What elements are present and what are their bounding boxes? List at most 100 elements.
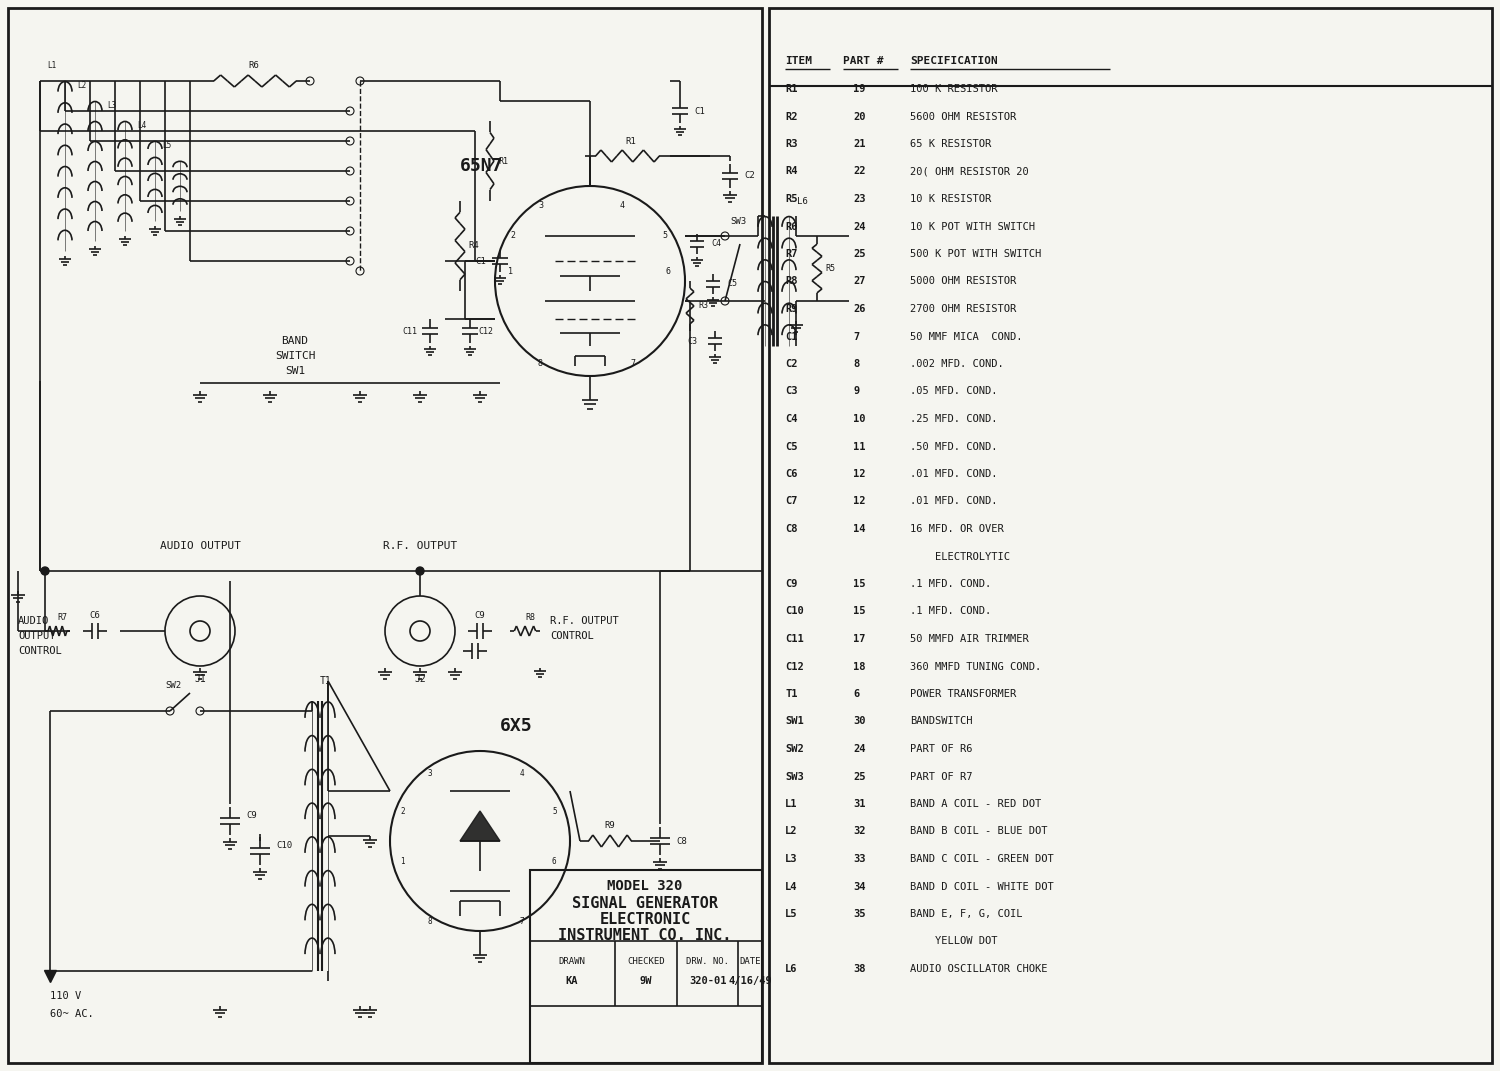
Text: 10 K POT WITH SWITCH: 10 K POT WITH SWITCH [910, 222, 1035, 231]
Circle shape [722, 232, 729, 240]
Text: ELECTROLYTIC: ELECTROLYTIC [910, 552, 1010, 561]
Text: 24: 24 [853, 222, 865, 231]
Circle shape [346, 167, 354, 175]
Circle shape [346, 137, 354, 145]
Text: R1: R1 [498, 156, 508, 166]
Text: 7: 7 [853, 332, 859, 342]
Text: J2: J2 [414, 674, 426, 684]
Text: R3: R3 [698, 302, 708, 311]
Text: SPECIFICATION: SPECIFICATION [910, 56, 998, 66]
Text: PART OF R6: PART OF R6 [910, 744, 972, 754]
Text: 35: 35 [853, 909, 865, 919]
Text: .01 MFD. COND.: .01 MFD. COND. [910, 469, 998, 479]
Text: 6: 6 [664, 267, 670, 275]
Text: 2700 OHM RESISTOR: 2700 OHM RESISTOR [910, 304, 1017, 314]
Text: SW2: SW2 [165, 681, 182, 691]
Text: L5: L5 [162, 141, 171, 151]
Text: L3: L3 [106, 102, 117, 110]
Text: 26: 26 [853, 304, 865, 314]
Text: C3: C3 [784, 387, 798, 396]
Text: SW2: SW2 [784, 744, 804, 754]
Text: R3: R3 [784, 139, 798, 149]
Text: 25: 25 [853, 771, 865, 782]
Text: C9: C9 [246, 812, 256, 820]
Text: C11: C11 [784, 634, 804, 644]
Text: AUDIO OUTPUT: AUDIO OUTPUT [159, 541, 240, 550]
Text: PART #: PART # [843, 56, 884, 66]
Text: L6: L6 [784, 964, 798, 974]
Text: L2: L2 [76, 81, 86, 91]
Text: C1: C1 [476, 256, 486, 266]
Text: C10: C10 [276, 842, 292, 850]
Text: R6: R6 [248, 61, 258, 71]
Text: 20: 20 [853, 111, 865, 121]
Circle shape [722, 297, 729, 305]
Text: R5: R5 [784, 194, 798, 203]
Text: 6: 6 [853, 689, 859, 699]
Text: R2: R2 [784, 111, 798, 121]
Text: C5: C5 [728, 280, 736, 288]
Text: 2: 2 [400, 806, 405, 815]
Text: DRW. NO.: DRW. NO. [687, 956, 729, 965]
Circle shape [416, 567, 424, 575]
Bar [530, 870, 762, 1064]
Text: L1: L1 [46, 61, 57, 71]
Text: L2: L2 [784, 827, 798, 836]
Text: 60~ AC.: 60~ AC. [50, 1009, 93, 1019]
Text: 30: 30 [853, 716, 865, 726]
Text: L1: L1 [784, 799, 798, 809]
Text: 23: 23 [853, 194, 865, 203]
Text: 8: 8 [427, 917, 432, 925]
Text: DRAWN: DRAWN [558, 956, 585, 965]
Text: 15: 15 [853, 606, 865, 617]
Text: 50 MMFD AIR TRIMMER: 50 MMFD AIR TRIMMER [910, 634, 1029, 644]
Circle shape [356, 77, 364, 85]
Text: C7: C7 [784, 497, 798, 507]
Text: T1: T1 [320, 676, 332, 687]
Text: 50 MMF MICA  COND.: 50 MMF MICA COND. [910, 332, 1023, 342]
Text: 1: 1 [400, 857, 405, 865]
Text: 31: 31 [853, 799, 865, 809]
Text: L4: L4 [136, 121, 147, 131]
Text: C4: C4 [784, 414, 798, 424]
Text: 18: 18 [853, 662, 865, 672]
Text: R9: R9 [784, 304, 798, 314]
Text: .1 MFD. COND.: .1 MFD. COND. [910, 606, 992, 617]
Text: J1: J1 [194, 674, 206, 684]
Text: 16 MFD. OR OVER: 16 MFD. OR OVER [910, 524, 1004, 534]
Text: 7: 7 [520, 917, 525, 925]
Text: BAND C COIL - GREEN DOT: BAND C COIL - GREEN DOT [910, 854, 1053, 864]
Text: 20( OHM RESISTOR 20: 20( OHM RESISTOR 20 [910, 166, 1029, 177]
Text: C12: C12 [784, 662, 804, 672]
Text: R7: R7 [57, 613, 68, 621]
Text: 10: 10 [853, 414, 865, 424]
Text: 5600 OHM RESISTOR: 5600 OHM RESISTOR [910, 111, 1017, 121]
Text: .05 MFD. COND.: .05 MFD. COND. [910, 387, 998, 396]
Bar [770, 7, 1492, 1064]
Text: C8: C8 [784, 524, 798, 534]
Text: 5: 5 [662, 231, 668, 241]
Text: 14: 14 [853, 524, 865, 534]
Text: 6X5: 6X5 [500, 716, 532, 735]
Text: DATE: DATE [740, 956, 760, 965]
Text: T1: T1 [784, 689, 798, 699]
Text: C8: C8 [676, 836, 687, 845]
Text: R5: R5 [825, 263, 836, 273]
Text: C9: C9 [784, 579, 798, 589]
Circle shape [346, 197, 354, 205]
Text: 3: 3 [427, 769, 432, 778]
Text: 11: 11 [853, 441, 865, 452]
Text: 33: 33 [853, 854, 865, 864]
Text: C3: C3 [687, 336, 698, 346]
Text: L3: L3 [784, 854, 798, 864]
Text: 19: 19 [853, 84, 865, 94]
Text: SW3: SW3 [784, 771, 804, 782]
Text: BAND E, F, G, COIL: BAND E, F, G, COIL [910, 909, 1023, 919]
Text: C2: C2 [784, 359, 798, 369]
Text: C5: C5 [784, 441, 798, 452]
Text: C6: C6 [90, 612, 101, 620]
Circle shape [40, 567, 50, 575]
Text: R8: R8 [784, 276, 798, 287]
Text: ITEM: ITEM [784, 56, 812, 66]
Text: 65N7: 65N7 [460, 157, 504, 175]
